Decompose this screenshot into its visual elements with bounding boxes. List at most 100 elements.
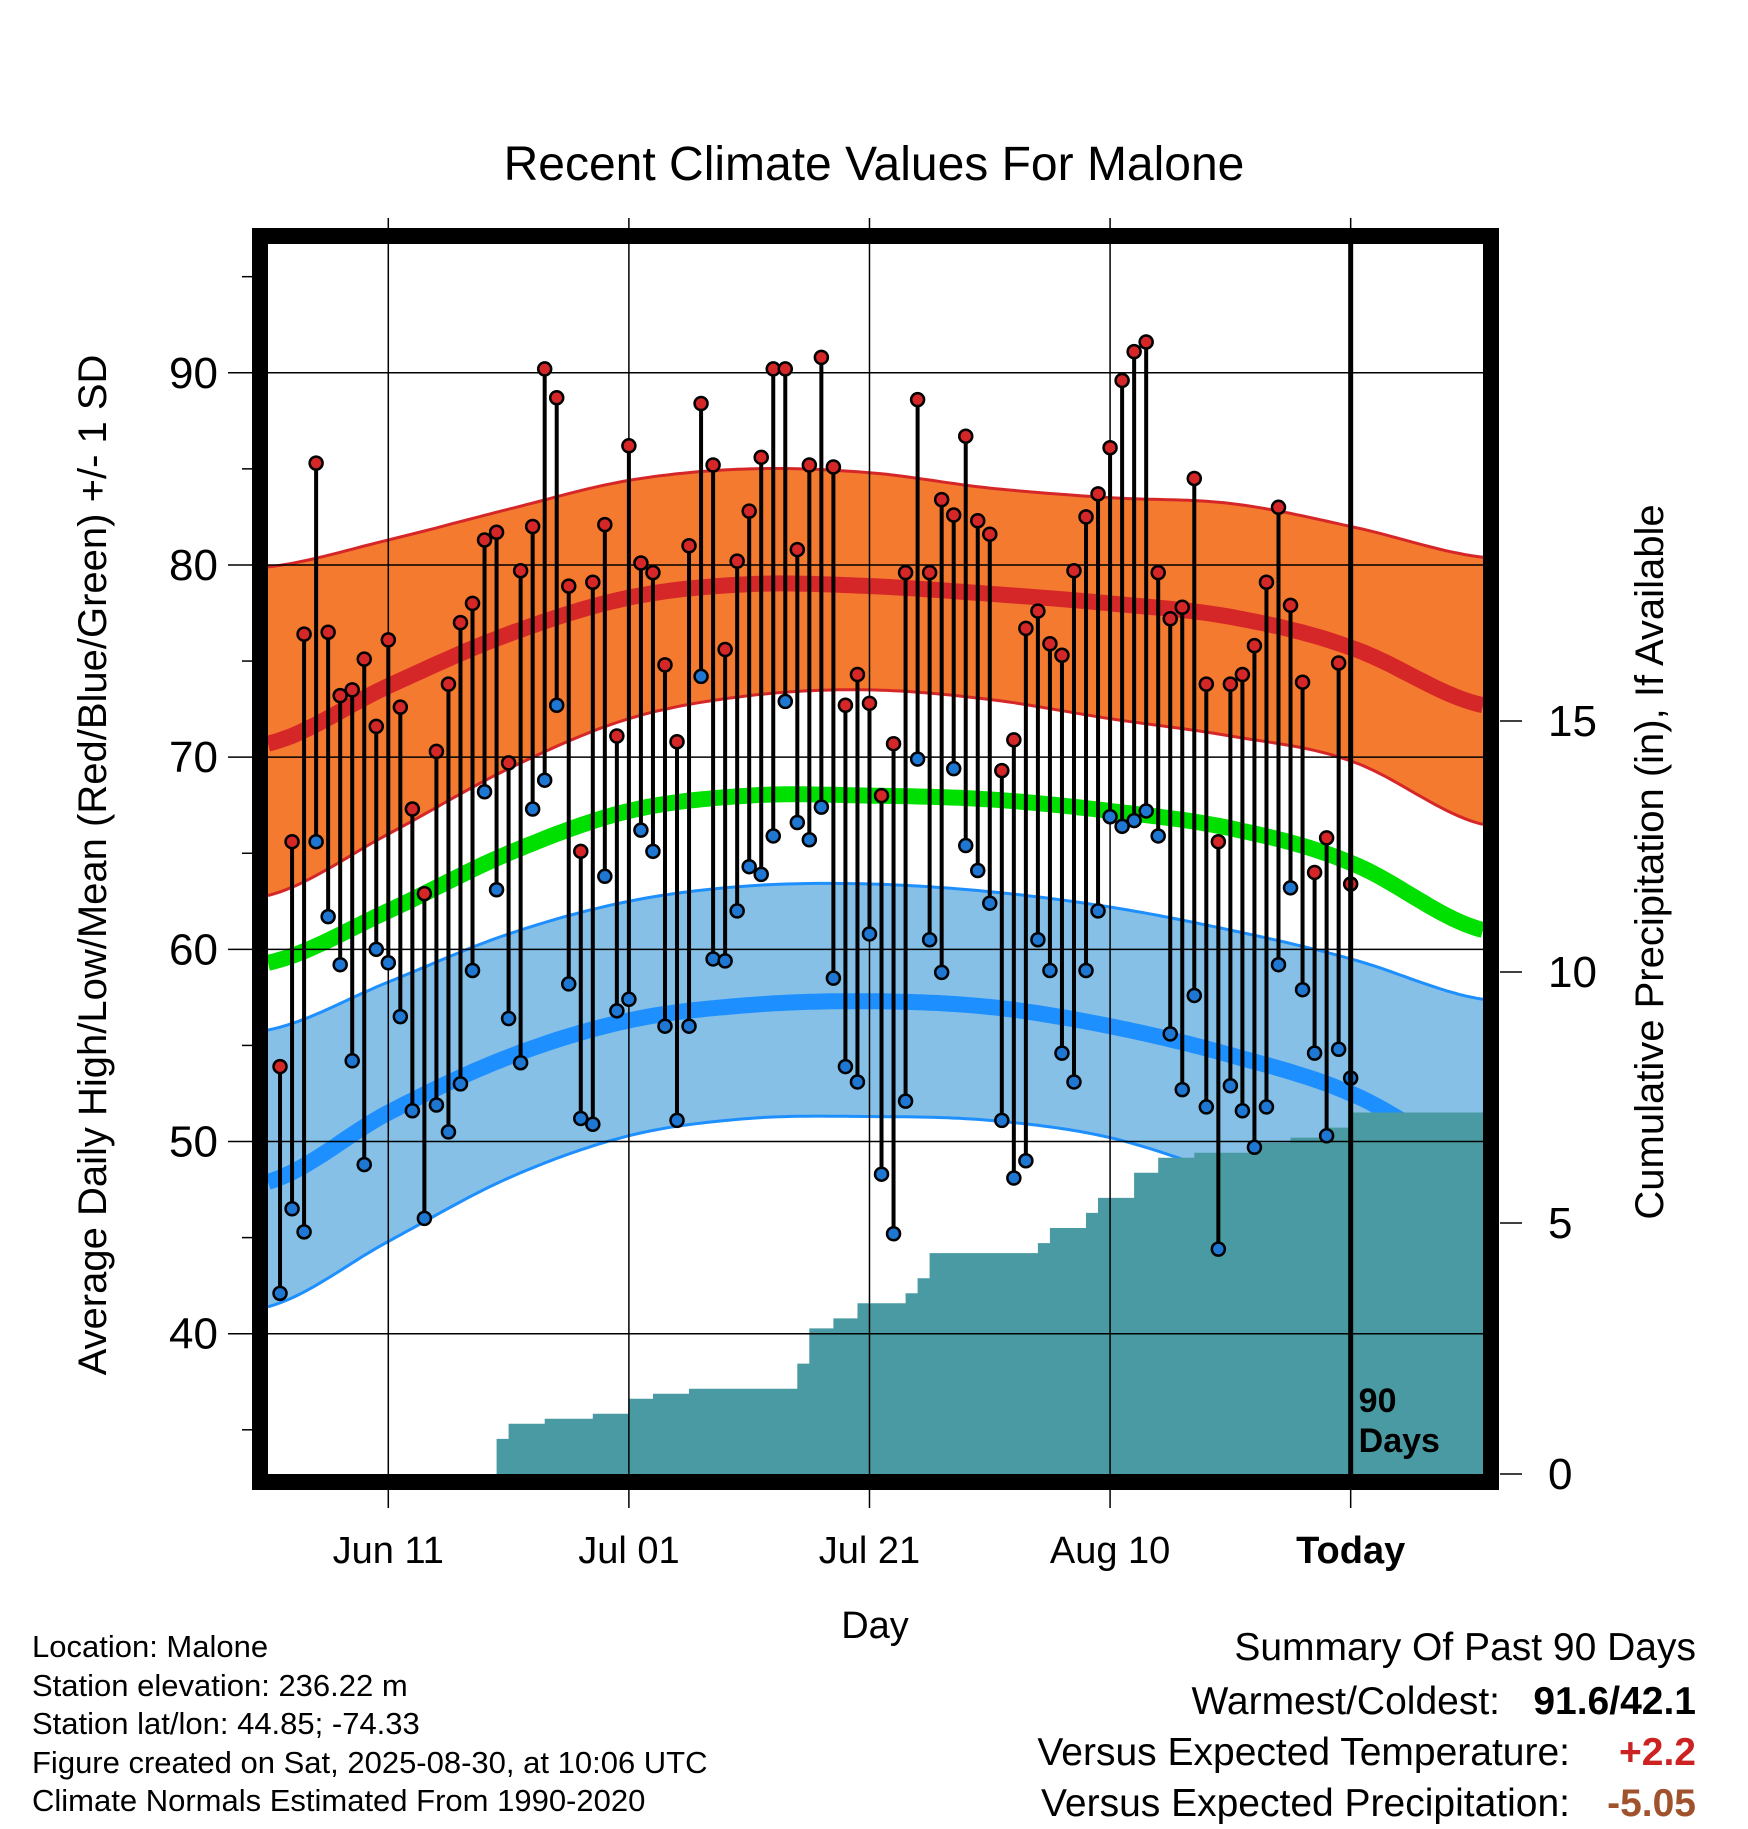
high-point [753,449,769,466]
low-point [380,955,397,971]
high-point [428,743,445,760]
daily-stems [278,342,1353,1294]
y-tick-label: 70 [169,733,218,782]
y2-axis-label: Cumulative Precipitation (in), If Availa… [1628,504,1672,1219]
y2-tick-label: 10 [1548,948,1597,997]
low-point [332,956,348,973]
high-normal-line [268,575,1483,752]
normals-label: Climate Normals Estimated From 1990-2020 [32,1783,646,1818]
low-point [548,697,565,713]
precip-layer [484,1112,1483,1474]
low-point [873,1166,890,1182]
x-tick-label: Jun 11 [333,1530,444,1572]
high-point [945,507,962,523]
high-point [585,574,601,590]
high-point [452,614,469,631]
precip-value: -5.05 [1607,1782,1696,1825]
high-point [873,787,890,804]
low-point [1018,1152,1034,1169]
low-upper-edge [268,881,1483,1032]
high-point [1090,486,1106,502]
summary-panel: Summary Of Past 90 Days Warmest/Coldest:… [1037,1620,1696,1829]
low-point [765,828,781,844]
high-point [957,428,974,444]
low-point [1042,962,1058,979]
high-point [464,595,481,612]
high-point [994,762,1010,779]
high-point [1126,343,1142,360]
low-point [729,903,745,919]
high-point [332,687,348,704]
warmest-label: Warmest/Coldest: [1191,1680,1500,1723]
high-point [1066,562,1082,579]
high-point [1258,574,1275,590]
low-point [970,862,986,879]
warmest-value: 91.6/42.1 [1533,1680,1696,1723]
low-point [897,1093,914,1109]
high-point [1054,647,1070,664]
low-point [1030,931,1046,948]
high-point [717,641,733,658]
low-point [560,976,577,992]
low-point [753,866,769,883]
high-point [597,516,613,533]
high-point [885,735,902,752]
low-normal-line [268,993,1483,1190]
low-point [308,833,324,850]
low-point [500,1010,517,1027]
high-lower-edge [268,688,1483,897]
x-tick-label: Jul 21 [819,1530,920,1572]
high-point [909,391,926,408]
low-point [368,941,385,958]
high-point [344,682,360,698]
low-point [1282,880,1299,896]
high-point [621,438,637,454]
low-point [1114,818,1130,835]
low-point [957,837,974,854]
low-point [1162,1026,1178,1042]
low-point [1294,981,1311,998]
high-point [1078,509,1094,525]
high-point [1042,636,1058,652]
low-point [597,868,613,885]
low-point [416,1210,433,1227]
created-label: Figure created on Sat, 2025-08-30, at 10… [32,1744,708,1780]
low-point [536,772,553,788]
low-point [933,964,950,981]
low-point [585,1116,601,1132]
low-point [609,1003,625,1019]
low-point [476,783,493,800]
high-point [536,361,553,377]
low-point [813,799,830,815]
high-point [524,518,541,535]
window-label-number: 90 [1359,1382,1397,1420]
low-point [1066,1074,1082,1090]
y2-tick-label: 15 [1548,697,1597,746]
high-point [1018,620,1034,637]
summary-temp-row: Versus Expected Temperature: +2.2 [1037,1727,1696,1778]
low-point [404,1103,421,1119]
high-point [404,801,421,817]
daily-points [272,334,1359,1302]
high-point [1030,603,1046,619]
low-point [789,814,806,831]
low-point [573,1110,589,1127]
high-point [1114,372,1130,389]
x-tick-label: Jul 01 [578,1530,679,1572]
high-point [284,833,300,850]
low-point [825,970,842,986]
low-point [1078,962,1094,979]
precip-label: Versus Expected Precipitation: [1041,1782,1570,1825]
low-point [849,1074,866,1090]
low-point [320,908,336,925]
y-tick-label: 60 [169,925,218,974]
axes-layer: 40 50 60 70 80 90 0 5 10 15 Jun 11 Jul 01 Jul 21 Aug … [71,218,1672,1647]
low-point [1306,1045,1323,1061]
latlon-label: Station lat/lon: 44.85; -74.33 [32,1706,420,1741]
high-point [1162,611,1178,627]
high-point [849,666,866,683]
low-point [717,953,733,969]
low-point [284,1201,300,1217]
window-label-days: Days [1359,1422,1440,1460]
